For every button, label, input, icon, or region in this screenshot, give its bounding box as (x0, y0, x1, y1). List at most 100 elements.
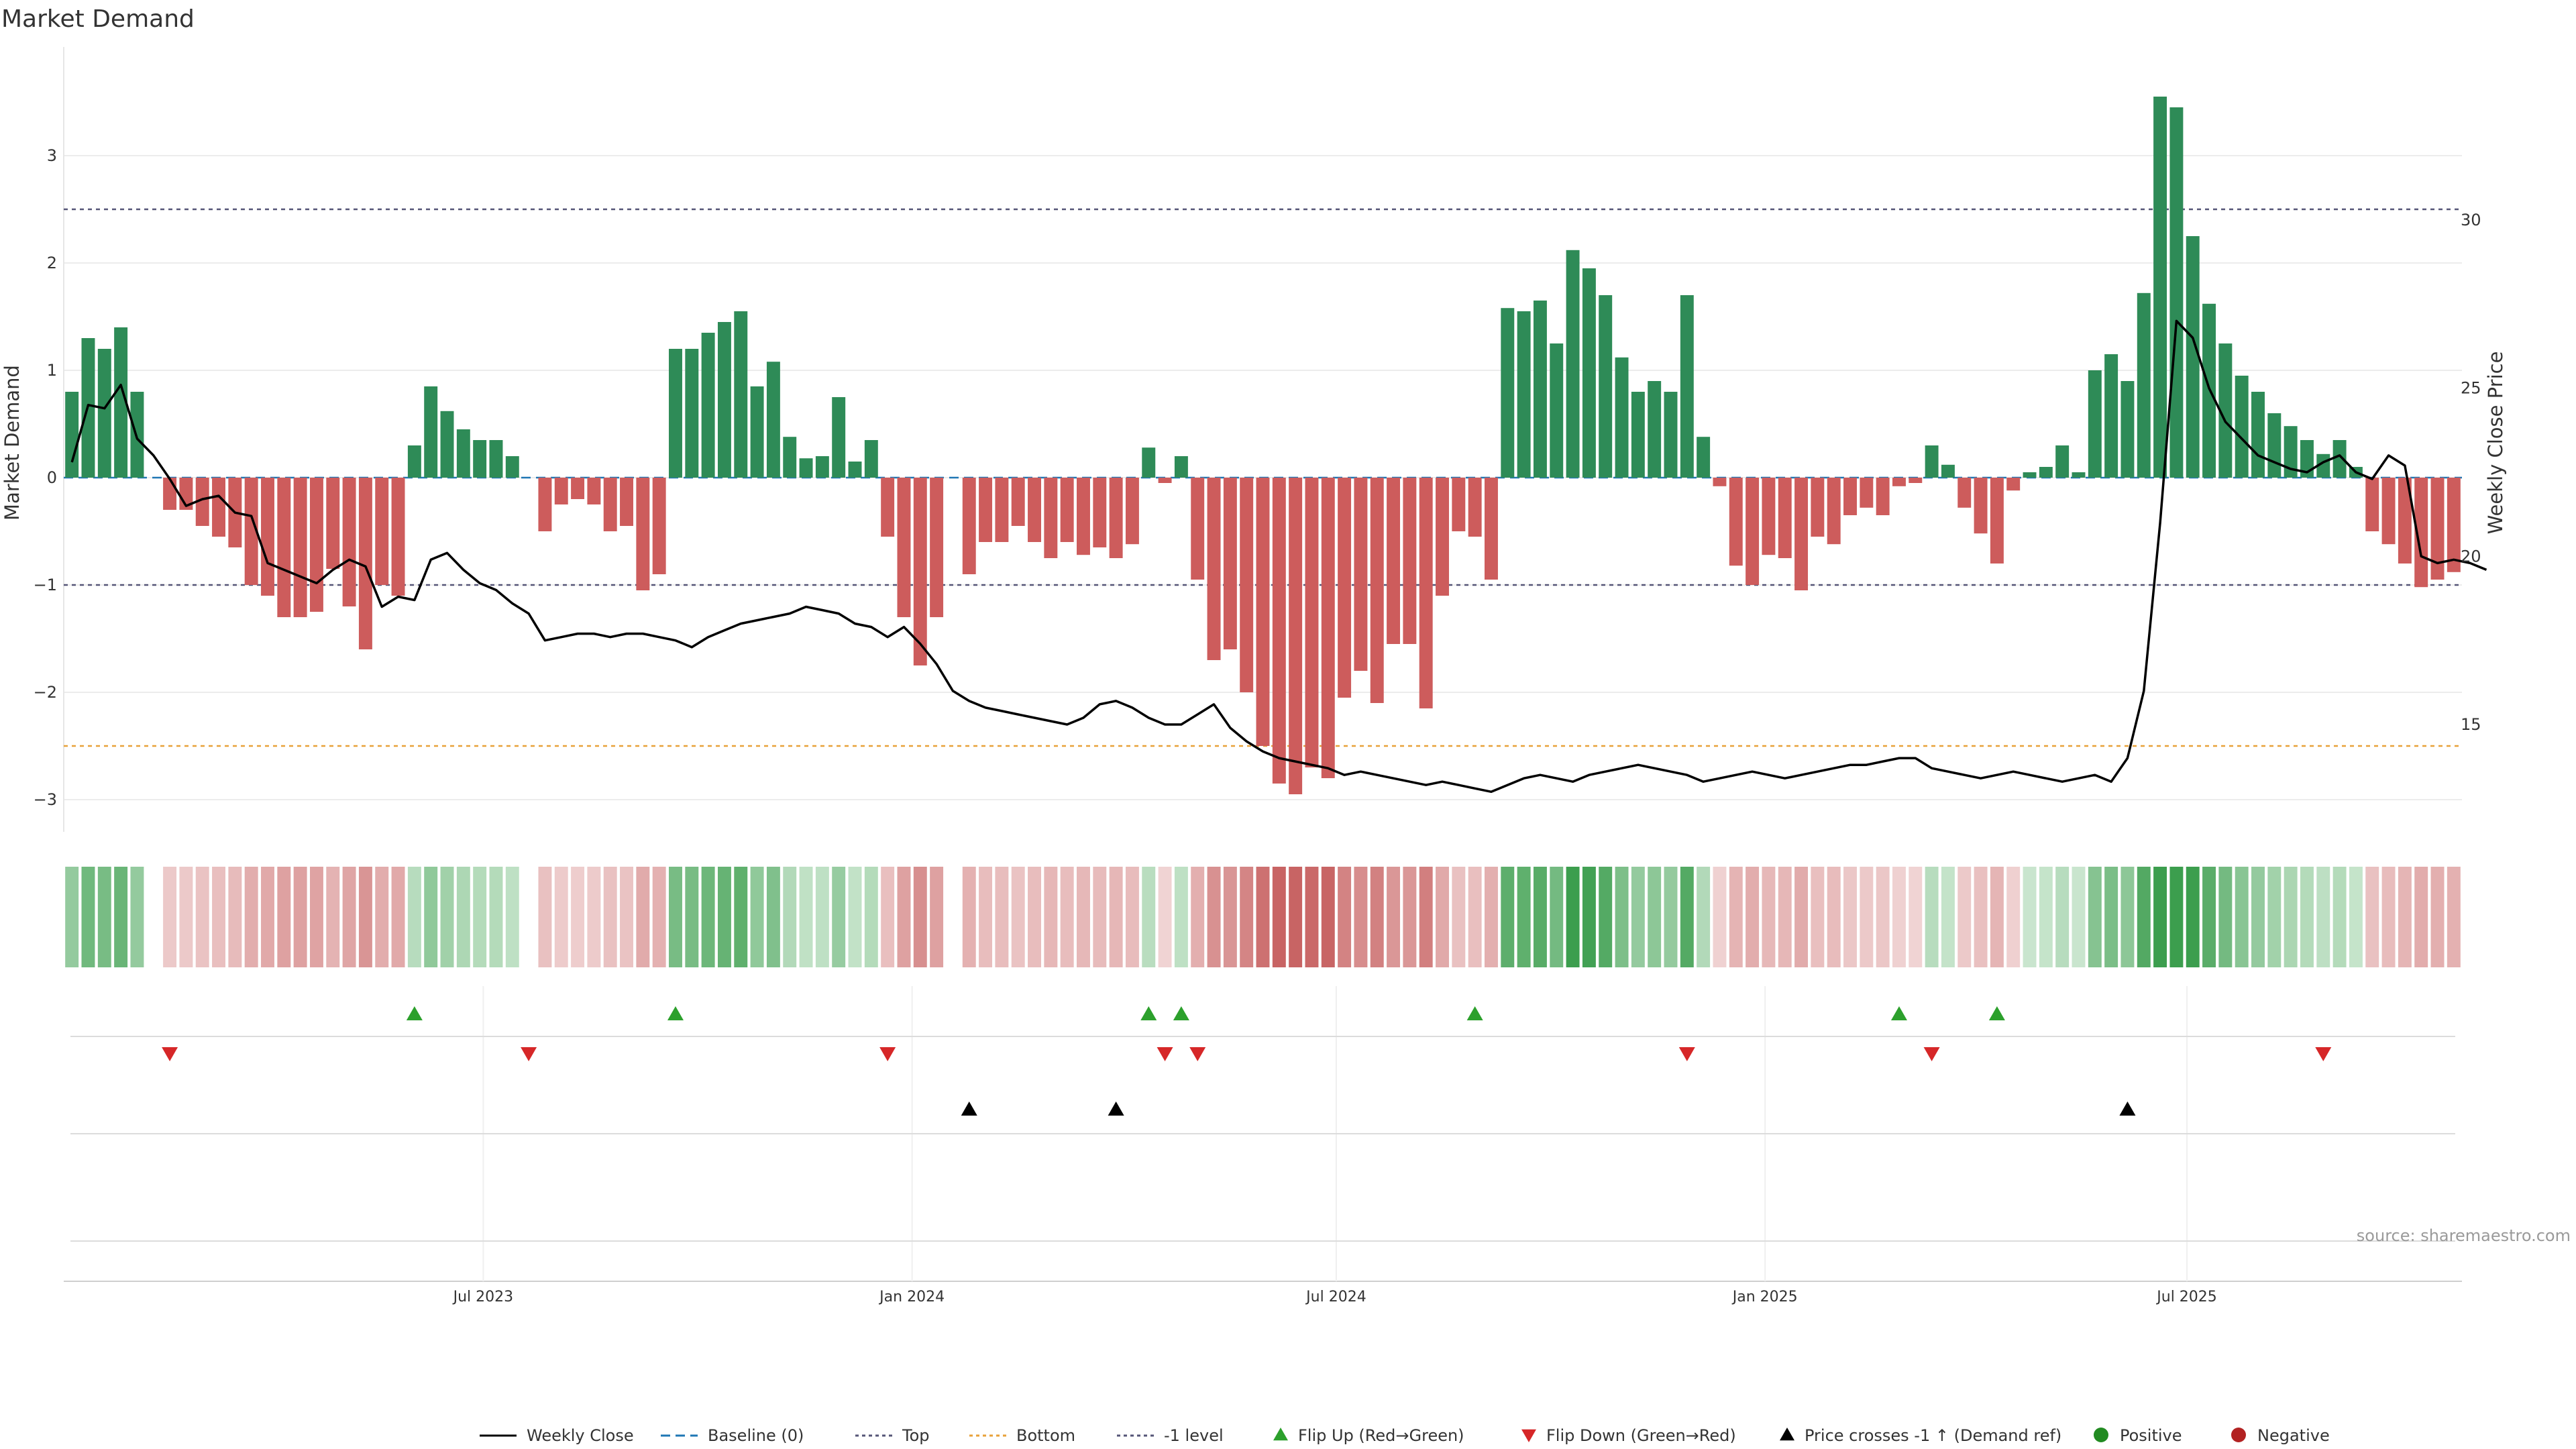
heat-cell (930, 867, 944, 967)
demand-bar-positive (1615, 357, 1629, 478)
heat-cell (2284, 867, 2298, 967)
heat-cell (1566, 867, 1580, 967)
heat-cell (1011, 867, 1025, 967)
heat-cell (1501, 867, 1515, 967)
demand-bar-positive (2072, 472, 2086, 478)
legend-item: -1 level (1117, 1426, 1224, 1445)
demand-bar-negative (538, 478, 552, 531)
heat-cell (946, 867, 960, 967)
heat-cell (1028, 867, 1041, 967)
demand-bar-positive (750, 386, 764, 478)
demand-bar-negative (1158, 478, 1172, 483)
heat-cell (2218, 867, 2233, 967)
heat-cell (1615, 867, 1629, 967)
demand-bar-negative (1223, 478, 1237, 649)
heat-cell (293, 867, 307, 967)
demand-bar-positive (2218, 343, 2233, 478)
flip-up-marker (1988, 1006, 2005, 1020)
demand-bar-negative (2414, 478, 2428, 588)
x-axis: Jul 2023 Jan 2024 Jul 2024 Jan 2025 Jul 2025 (452, 1289, 2217, 1305)
y-axis-right: 15 20 25 30 (2461, 211, 2481, 734)
demand-bar-positive (832, 397, 846, 478)
heat-cell (2300, 867, 2314, 967)
heat-cell (2088, 867, 2102, 967)
heat-cell (1713, 867, 1727, 967)
demand-bar-negative (1240, 478, 1254, 692)
heat-cell (1517, 867, 1531, 967)
demand-bar-negative (2447, 478, 2461, 572)
demand-bar-positive (669, 349, 682, 478)
heat-cell (2169, 867, 2184, 967)
heat-cell (342, 867, 356, 967)
heat-cell (1419, 867, 1433, 967)
demand-bar-negative (1191, 478, 1205, 580)
heat-cell (620, 867, 634, 967)
heat-cell (1436, 867, 1449, 967)
demand-bar-negative (1843, 478, 1857, 515)
demand-bar-negative (326, 478, 340, 569)
heat-cell (2381, 867, 2396, 967)
heat-cell (2153, 867, 2167, 967)
demand-bar-positive (1648, 381, 1662, 478)
legend-label: Bottom (1016, 1426, 1075, 1445)
demand-bar-positive (864, 440, 878, 478)
demand-bar-positive (1142, 447, 1156, 478)
legend-label: Positive (2120, 1426, 2182, 1445)
heat-cell (424, 867, 438, 967)
demand-bar-negative (1452, 478, 1466, 531)
heat-cell (2316, 867, 2330, 967)
heat-cell (1680, 867, 1694, 967)
heat-cell (375, 867, 389, 967)
demand-bar-positive (2121, 381, 2135, 478)
demand-bar-positive (2267, 413, 2282, 478)
heat-cell (130, 867, 144, 967)
heat-cell (1533, 867, 1547, 967)
demand-bar-negative (261, 478, 274, 596)
heat-cell (228, 867, 242, 967)
price-cross-marker (2119, 1102, 2136, 1116)
demand-bar-negative (1093, 478, 1107, 547)
heat-cell (1892, 867, 1906, 967)
event-markers (162, 1006, 2332, 1116)
legend-label: Top (902, 1426, 930, 1445)
flip-down-marker (1157, 1047, 1173, 1061)
demand-bar-negative (1289, 478, 1303, 794)
heat-cell (636, 867, 650, 967)
legend-label: Price crosses -1 ↑ (Demand ref) (1805, 1426, 2061, 1445)
flip-down-marker (1189, 1047, 1206, 1061)
heat-cell (261, 867, 274, 967)
demand-bar-negative (1207, 478, 1221, 660)
heat-cell (685, 867, 699, 967)
heat-cell (114, 867, 128, 967)
demand-bar-negative (1060, 478, 1074, 542)
demand-bar-positive (440, 411, 454, 478)
legend-item: Bottom (969, 1426, 1075, 1445)
demand-bar-negative (1305, 478, 1319, 767)
y2-tick-label: 15 (2461, 715, 2481, 734)
heat-cell (146, 867, 160, 967)
heat-cell (2039, 867, 2053, 967)
heat-cell (1794, 867, 1809, 967)
heat-cell (799, 867, 813, 967)
heat-cell (2006, 867, 2021, 967)
demand-bar-positive (1697, 437, 1711, 478)
demand-bar-positive (473, 440, 487, 478)
demand-bar-negative (1436, 478, 1449, 596)
heat-cell (881, 867, 895, 967)
heat-cell (244, 867, 258, 967)
heat-cell (2447, 867, 2461, 967)
demand-bar-negative (1403, 478, 1417, 644)
heat-cell (669, 867, 682, 967)
y2-tick-label: 30 (2461, 211, 2481, 229)
heat-cell (1125, 867, 1139, 967)
heat-cell (2365, 867, 2379, 967)
heat-cell (554, 867, 568, 967)
heat-cell (97, 867, 111, 967)
heat-cell (1599, 867, 1613, 967)
heat-cell (2235, 867, 2249, 967)
demand-bar-negative (1125, 478, 1139, 545)
demand-bar-negative (342, 478, 356, 606)
flip-down-marker (1923, 1047, 1940, 1061)
heat-cell (897, 867, 911, 967)
demand-bar-positive (1925, 445, 1939, 478)
